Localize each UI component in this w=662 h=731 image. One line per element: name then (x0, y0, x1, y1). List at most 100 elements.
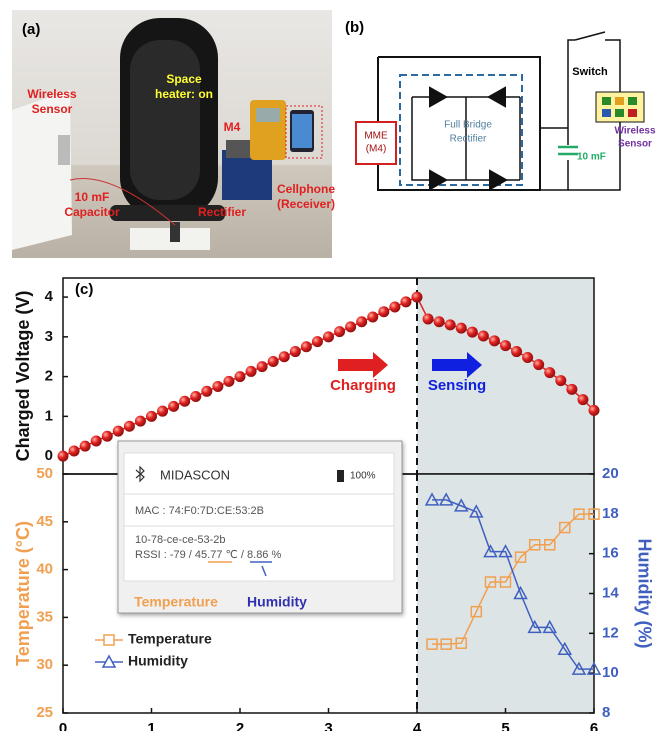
y-tick-label: 1 (45, 407, 53, 424)
data-point (559, 521, 571, 534)
diode (486, 86, 506, 108)
data-point (123, 420, 135, 432)
sensor-led (615, 97, 624, 105)
data-point (466, 326, 478, 338)
y-tick-label: 3 (45, 328, 53, 345)
rectifier-label: Full Bridge (444, 120, 492, 131)
y-axis-label: Temperature (°C) (13, 521, 33, 666)
data-point (289, 346, 301, 358)
data-point (201, 385, 213, 397)
data-point (500, 340, 511, 352)
data-point (588, 404, 600, 416)
series-line (432, 513, 594, 645)
data-point (323, 331, 334, 343)
data-point (68, 445, 80, 457)
x-tick-label: 5 (501, 720, 509, 731)
data-point (555, 375, 567, 387)
x-tick-label: 0 (59, 720, 67, 731)
wire (377, 56, 541, 191)
data-point (544, 367, 556, 379)
photo-label: M4 (224, 120, 241, 134)
data-point (566, 383, 578, 395)
data-point (112, 425, 124, 437)
data-point (400, 296, 412, 308)
photo-label: (Receiver) (277, 197, 335, 211)
data-point (455, 322, 467, 334)
sensor-led (628, 109, 637, 117)
data-point (378, 306, 390, 318)
panel-label: (c) (75, 281, 93, 298)
data-point (90, 435, 102, 447)
y-tick-label: 30 (36, 656, 53, 673)
sensor-board (12, 90, 72, 250)
legend-marker (101, 654, 117, 668)
data-point (483, 544, 498, 558)
phone-screen (292, 114, 312, 148)
data-point (498, 544, 513, 558)
data-point (356, 316, 368, 328)
inset-id: 10-78-ce-ce-53-2b (135, 534, 226, 546)
sensor-led (628, 97, 637, 105)
arrow (338, 352, 388, 378)
y2-tick-label: 14 (602, 584, 619, 601)
arrow (432, 352, 482, 378)
data-point (424, 492, 440, 506)
data-point (453, 498, 469, 512)
photo-label: heater: on (155, 87, 213, 101)
data-point (212, 381, 224, 393)
data-point (586, 661, 602, 675)
data-point (477, 330, 489, 342)
x-tick-label: 3 (324, 720, 332, 731)
sensor-label: Wireless (614, 126, 655, 137)
data-point (57, 450, 69, 462)
x-tick-label: 4 (413, 720, 422, 731)
data-point (168, 400, 180, 412)
data-point (426, 638, 438, 650)
sensor-led (615, 109, 624, 117)
battery-icon (337, 470, 344, 482)
source-label: (M4) (366, 144, 387, 155)
data-point (367, 311, 379, 323)
data-point (573, 508, 585, 520)
phone-frame (285, 105, 323, 159)
data-point (488, 335, 500, 347)
capacitor (170, 222, 180, 242)
x-tick-label: 2 (236, 720, 244, 731)
y2-tick-label: 20 (602, 465, 619, 482)
data-point (345, 321, 357, 333)
shaded-region (417, 474, 594, 713)
sensor-led (602, 97, 611, 105)
data-point (190, 390, 202, 402)
bridge-wire (411, 96, 521, 181)
annotation: Charging (330, 377, 396, 394)
data-point (389, 301, 401, 313)
data-point (522, 352, 534, 364)
circuit (355, 31, 645, 191)
y-tick-label: 35 (36, 608, 53, 625)
y2-tick-label: 12 (602, 624, 619, 641)
diode (429, 86, 449, 108)
y-tick-label: 40 (36, 561, 53, 578)
data-point (440, 638, 452, 650)
data-point (438, 492, 454, 506)
y-tick-label: 0 (45, 447, 53, 464)
x-tick-label: 1 (147, 720, 155, 731)
annotation: Sensing (428, 377, 486, 394)
hum-arrow (261, 565, 267, 577)
data-point (469, 504, 484, 518)
data-point (544, 538, 556, 551)
inset-temperature-label: Temperature (134, 594, 218, 610)
panel-label: (b) (345, 19, 364, 36)
y-tick-label: 2 (45, 368, 53, 385)
data-point (256, 361, 268, 373)
rectifier-label: Rectifier (450, 134, 487, 145)
photo-label: 10 mF (75, 190, 110, 204)
y2-tick-label: 16 (602, 545, 619, 562)
diode (429, 169, 449, 191)
data-point (433, 316, 445, 328)
data-point (278, 351, 290, 363)
data-point (334, 326, 346, 338)
data-point (101, 430, 113, 442)
photo-label: Rectifier (198, 205, 246, 219)
